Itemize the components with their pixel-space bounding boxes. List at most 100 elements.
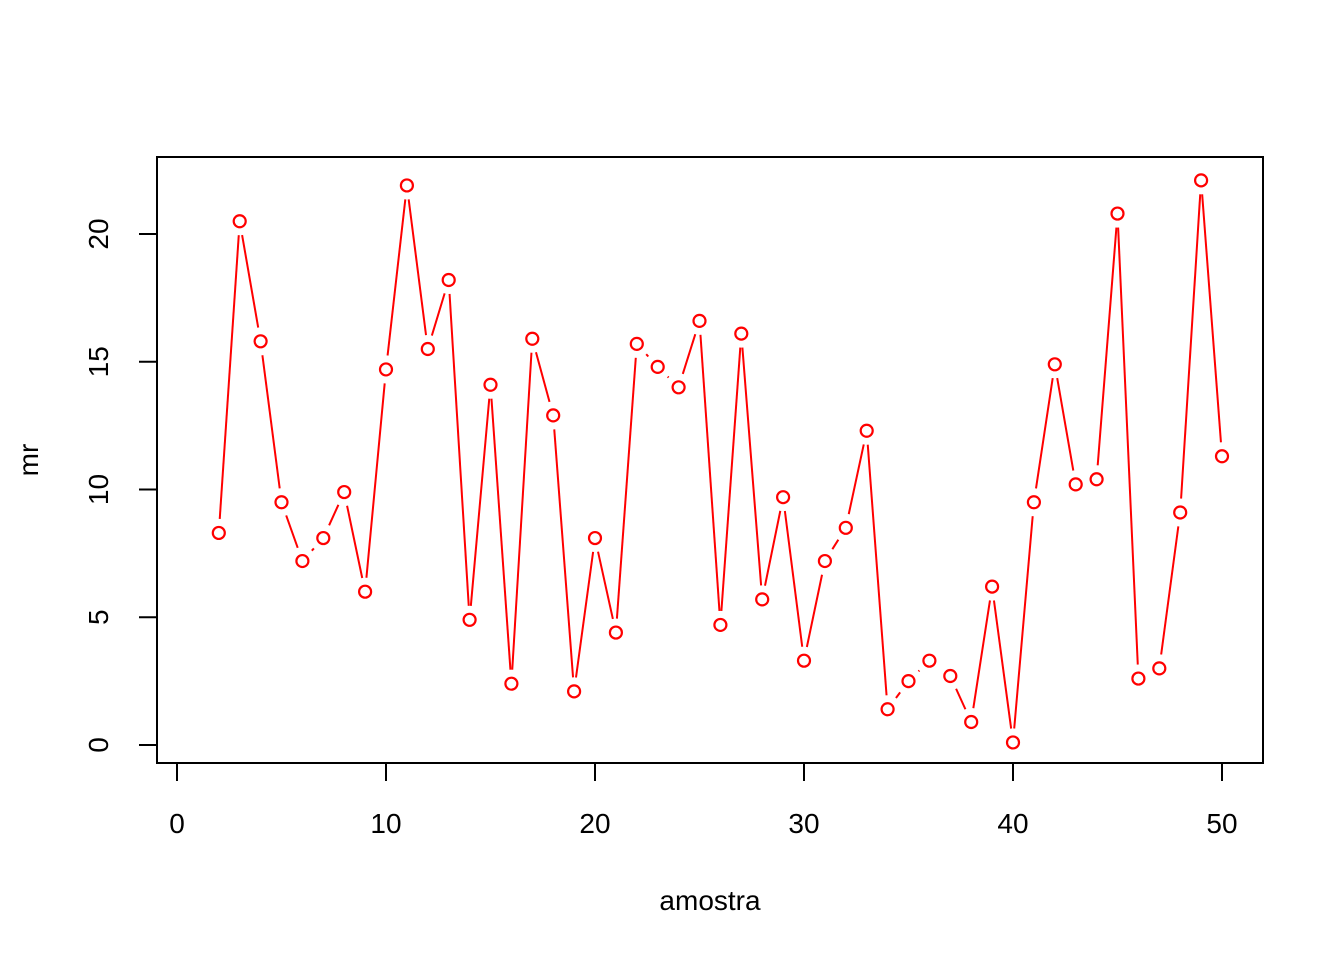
data-point — [378, 362, 394, 377]
series-line-segment — [511, 352, 533, 670]
data-point — [316, 530, 331, 546]
y-tick-label: 20 — [83, 218, 114, 249]
data-point — [964, 714, 979, 730]
y-tick-label: 10 — [83, 474, 114, 505]
data-point — [399, 178, 414, 193]
data-point — [253, 334, 268, 349]
series-line-segment — [241, 234, 260, 328]
data-point — [420, 341, 435, 357]
series-line-segment — [847, 444, 865, 515]
data-point — [796, 653, 812, 668]
series-line-segment — [615, 357, 637, 619]
data-point — [901, 674, 916, 689]
data-point — [775, 490, 791, 505]
series-line-segment — [866, 444, 888, 696]
series-line-segment — [1035, 377, 1054, 489]
data-point — [608, 625, 624, 640]
y-axis: 0 5 10 15 20 — [83, 218, 158, 753]
x-tick-label: 20 — [579, 808, 610, 839]
x-tick-label: 40 — [997, 808, 1028, 839]
x-axis: 0 10 20 30 40 50 — [169, 762, 1238, 839]
data-point — [734, 326, 749, 341]
series-line-segment — [831, 539, 840, 550]
data-point — [1131, 671, 1146, 686]
data-point — [462, 612, 477, 627]
data-point — [232, 214, 247, 229]
y-tick-label: 15 — [83, 346, 114, 377]
data-point — [1173, 505, 1188, 520]
data-point — [671, 380, 686, 395]
series-line-segment — [346, 505, 364, 579]
data-point — [650, 359, 665, 374]
series-line-segment — [553, 429, 575, 678]
series-line-segment — [535, 351, 551, 403]
data-point — [274, 495, 289, 510]
data-point — [1214, 449, 1230, 464]
data-point — [755, 592, 770, 607]
series-line-segment — [218, 235, 240, 520]
series-line-segment — [741, 347, 763, 586]
series-line-segment — [783, 510, 804, 647]
series-line-segment — [764, 510, 782, 586]
data-point — [943, 668, 958, 684]
series-line-segment — [490, 398, 512, 670]
data-point — [692, 313, 707, 328]
data-point — [1047, 357, 1062, 372]
series-line-segment — [1160, 526, 1180, 655]
series-line-segment — [895, 691, 901, 699]
series-line-segment — [407, 199, 428, 336]
data-point — [1005, 735, 1021, 750]
series-line-segment — [1096, 227, 1118, 466]
series-line-segment — [1201, 194, 1222, 443]
data-point — [483, 377, 498, 392]
data-point — [211, 525, 226, 541]
x-tick-label: 50 — [1206, 808, 1237, 839]
series-line-segment — [681, 333, 697, 375]
data-point — [922, 653, 937, 668]
series-line-segment — [311, 547, 315, 552]
series-line-segment — [1180, 194, 1202, 499]
y-tick-label: 0 — [83, 737, 114, 753]
data-point — [358, 584, 373, 599]
series-line-segment — [645, 353, 650, 358]
series-line-segment — [805, 574, 824, 648]
series-line-segment — [430, 293, 446, 336]
y-axis-title: mr — [13, 444, 44, 477]
x-tick-label: 10 — [370, 808, 401, 839]
data-point — [1068, 477, 1083, 492]
series-line-segment — [699, 334, 721, 612]
data-point — [441, 272, 456, 288]
series-line-segment — [667, 375, 670, 379]
data-point — [504, 676, 519, 691]
data-point — [337, 484, 352, 500]
data-point — [295, 553, 310, 569]
data-point — [1110, 206, 1125, 221]
series-line-segment — [1013, 516, 1034, 729]
data-point — [1193, 173, 1209, 188]
data-point — [880, 702, 895, 717]
data-point — [566, 684, 582, 699]
series-line-segment — [386, 199, 407, 356]
x-tick-label: 30 — [788, 808, 819, 839]
x-tick-label: 0 — [169, 808, 185, 839]
series-line-segment — [597, 551, 614, 620]
data-point — [984, 579, 1000, 594]
series-line-segment — [1056, 377, 1075, 471]
data-point — [546, 408, 561, 423]
data-point — [1089, 472, 1104, 487]
data-point — [838, 520, 853, 535]
series-line-segment — [365, 383, 386, 578]
series-mr — [211, 173, 1230, 750]
series-line-segment — [448, 293, 470, 606]
series-line-segment — [917, 669, 921, 673]
data-point — [817, 553, 833, 569]
series-line-segment — [285, 515, 299, 549]
data-point — [525, 331, 540, 346]
data-point — [1026, 495, 1042, 510]
data-point — [629, 336, 644, 351]
series-line-segment — [955, 688, 967, 710]
series-line-segment — [972, 600, 991, 709]
series-line-segment — [575, 551, 595, 678]
data-point — [713, 617, 728, 633]
